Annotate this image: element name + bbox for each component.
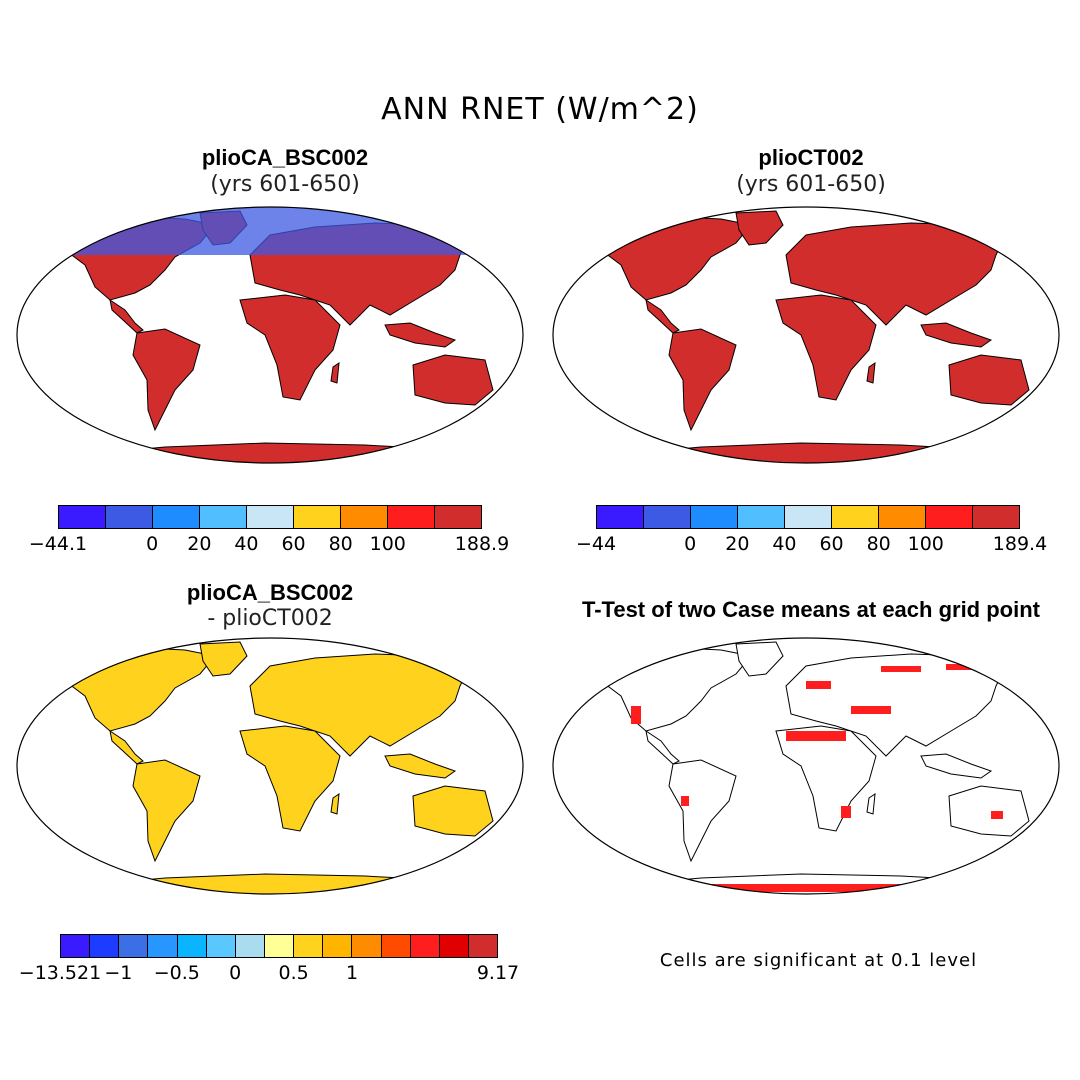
cb2-tick-label: 80 xyxy=(866,533,891,555)
cb3-tick-label: 0.5 xyxy=(278,962,309,984)
cb1-swatch xyxy=(59,506,106,528)
cb2-swatch xyxy=(879,506,926,528)
cb2-tick-label: −44 xyxy=(575,533,617,555)
figure-title: ANN RNET (W/m^2) xyxy=(381,92,699,127)
cb1-swatch xyxy=(435,506,481,528)
cb2-swatch xyxy=(973,506,1019,528)
cb1-swatch xyxy=(106,506,153,528)
cb1-swatch xyxy=(294,506,341,528)
cb3-tick-label: 1 xyxy=(345,962,359,984)
cb3-swatch xyxy=(206,935,236,957)
panel-title-top-left: plioCA_BSC002 xyxy=(201,145,369,170)
cb3-swatch xyxy=(177,935,207,957)
map-bottom-right xyxy=(551,636,1061,898)
cb1-swatch xyxy=(341,506,388,528)
cb1-swatch xyxy=(388,506,435,528)
cb2-tick-label: 189.4 xyxy=(992,533,1048,555)
cb3-swatch xyxy=(323,935,353,957)
cb3-tick-label: −0.5 xyxy=(153,962,200,984)
cb3-swatch xyxy=(264,935,295,957)
colorbar-top-right: −44 0 20 40 60 80 100 189.4 xyxy=(576,505,1047,559)
panel-title-top-right: plioCT002 xyxy=(758,145,864,170)
cb3-swatch xyxy=(61,935,91,957)
cb1-swatch xyxy=(153,506,200,528)
cb2-tick-label: 100 xyxy=(907,533,944,555)
cb1-swatch xyxy=(200,506,247,528)
cb3-tick-label: 0 xyxy=(229,962,242,984)
colorbar-top-left: −44.1 0 20 40 60 80 100 188.9 xyxy=(29,505,509,559)
significance-note: Cells are significant at 0.1 level xyxy=(659,950,978,971)
cb1-tick-label: 40 xyxy=(234,533,259,555)
cb2-tick-label: 20 xyxy=(725,533,750,555)
panel-subtitle-top-left: (yrs 601-650) xyxy=(210,172,360,197)
cb3-swatch xyxy=(119,935,149,957)
cb3-swatch xyxy=(439,935,469,957)
cb3-swatch xyxy=(468,935,498,957)
panel-subtitle-top-right: (yrs 601-650) xyxy=(736,172,886,197)
cb1-tick-label: 0 xyxy=(146,533,159,555)
cb2-swatch xyxy=(738,506,785,528)
cb2-tick-label: 60 xyxy=(819,533,844,555)
colorbar-bottom-left: −13.521 −1 −0.5 0 0.5 1 9.17 xyxy=(19,934,519,988)
cb2-swatch xyxy=(785,506,832,528)
cb2-swatch xyxy=(597,506,644,528)
map-bottom-left xyxy=(15,636,525,898)
cb3-swatch xyxy=(410,935,440,957)
cb1-tick-label: 60 xyxy=(281,533,306,555)
cb1-tick-label: 80 xyxy=(328,533,353,555)
panel-title-bottom-left: plioCA_BSC002 xyxy=(186,580,354,605)
panel-title-bottom-right: T-Test of two Case means at each grid po… xyxy=(581,597,1040,622)
map-top-right xyxy=(551,205,1061,467)
cb3-tick-label: −1 xyxy=(104,962,133,984)
cb1-tick-label: 20 xyxy=(187,533,212,555)
cb1-tick-label: 188.9 xyxy=(454,533,510,555)
cb2-swatch xyxy=(926,506,973,528)
cb2-swatch xyxy=(691,506,738,528)
cb1-swatch xyxy=(247,506,294,528)
cb3-swatch xyxy=(294,935,324,957)
panel-subtitle-bottom-left: - plioCT002 xyxy=(207,606,333,631)
cb1-tick-label: −44.1 xyxy=(28,533,88,555)
cb2-swatch xyxy=(644,506,691,528)
cb3-swatch xyxy=(352,935,382,957)
cb2-swatch xyxy=(832,506,879,528)
cb3-tick-label: 9.17 xyxy=(476,962,520,984)
map-top-left xyxy=(15,205,525,467)
cb1-tick-label: 100 xyxy=(369,533,406,555)
cb3-swatch xyxy=(148,935,178,957)
cb2-tick-label: 0 xyxy=(684,533,697,555)
cb2-tick-label: 40 xyxy=(772,533,797,555)
cb3-swatch xyxy=(381,935,411,957)
cb3-tick-label: −13.521 xyxy=(18,962,102,984)
cb3-swatch xyxy=(235,935,265,957)
cb3-swatch xyxy=(90,935,120,957)
